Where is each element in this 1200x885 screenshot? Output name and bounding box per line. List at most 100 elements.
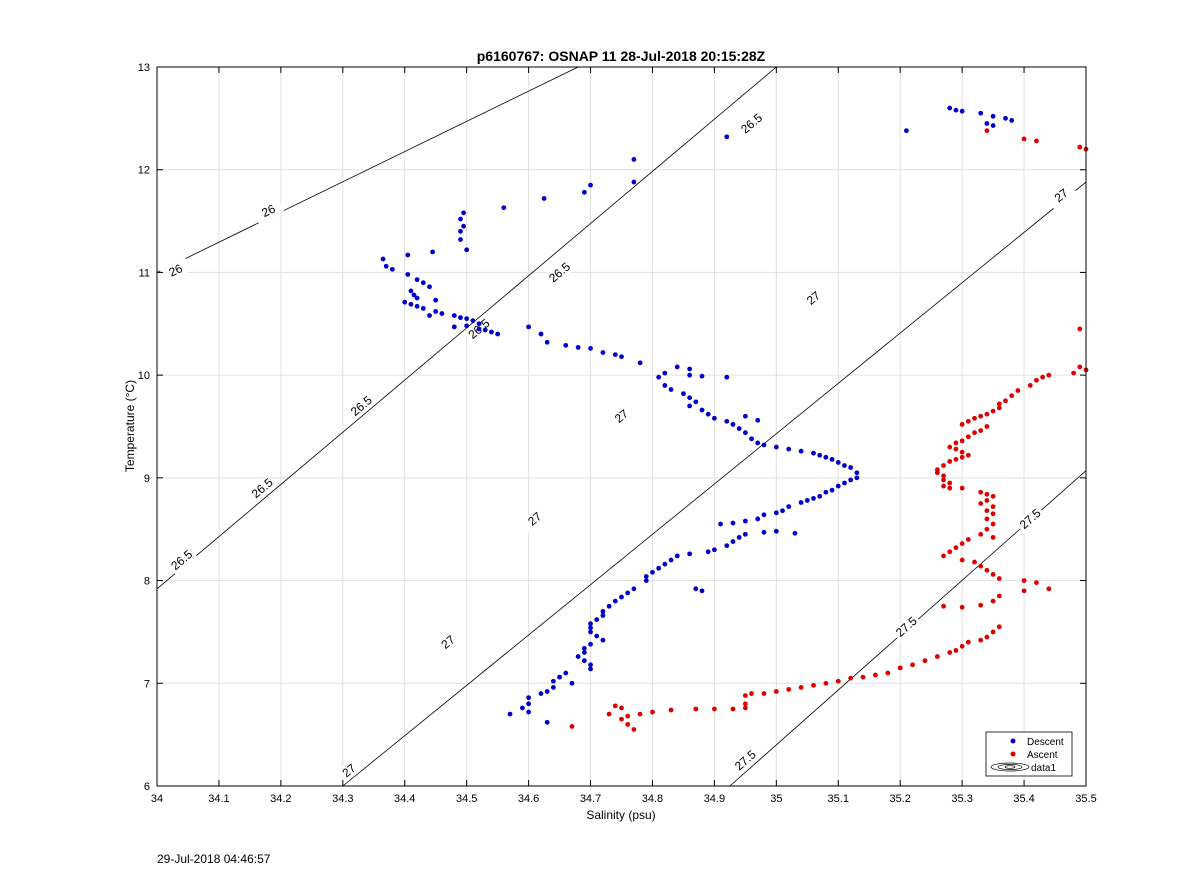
y-tick-label: 12 — [138, 165, 150, 177]
descent-point — [755, 417, 761, 423]
ascent-point — [978, 501, 984, 506]
ascent-point — [990, 572, 996, 577]
descent-point — [507, 711, 513, 717]
descent-point — [411, 292, 417, 298]
descent-point — [718, 521, 723, 527]
contour-label-background — [252, 198, 285, 224]
ascent-point — [941, 483, 946, 489]
descent-point — [699, 407, 705, 413]
descent-point — [724, 374, 730, 380]
ascent-point — [984, 526, 990, 532]
ascent-point — [1071, 370, 1077, 376]
descent-point — [953, 107, 959, 113]
descent-point — [693, 399, 699, 405]
descent-point — [693, 586, 699, 592]
descent-point — [414, 295, 420, 301]
ascent-point — [959, 643, 965, 649]
descent-point — [600, 350, 606, 355]
x-tick-label: 34 — [151, 793, 163, 805]
ascent-point — [996, 624, 1002, 630]
descent-point — [643, 578, 649, 583]
descent-point — [662, 370, 668, 376]
ascent-point — [947, 459, 953, 464]
contour-label-background — [166, 545, 197, 575]
descent-point — [643, 574, 649, 579]
descent-point — [433, 309, 439, 314]
contour-label-background — [333, 756, 365, 785]
descent-point — [724, 543, 730, 549]
ascent-point — [947, 549, 953, 555]
descent-point — [526, 324, 531, 330]
x-axis-ticks: 34 34.1 34.2 34.3 34.4 34.5 34.6 34.7 34.8 34.9 35… — [151, 67, 1097, 805]
ascent-point — [749, 691, 754, 696]
descent-point — [842, 463, 847, 468]
contour-label-background — [247, 473, 278, 503]
descent-point — [405, 272, 411, 277]
x-tick-label: 34.4 — [394, 793, 415, 805]
ascent-point — [984, 516, 990, 522]
descent-point — [687, 395, 693, 401]
y-axis-ticks: 6 7 8 9 10 11 12 13 — [138, 62, 1086, 793]
descent-point — [482, 327, 488, 333]
x-tick-label: 34.2 — [270, 793, 291, 805]
descent-point — [780, 508, 785, 514]
descent-point — [575, 345, 581, 350]
ascent-point — [835, 678, 841, 684]
contour-label-background — [736, 109, 767, 138]
descent-point — [662, 561, 668, 567]
ascent-point — [978, 428, 984, 434]
ascent-point — [742, 705, 748, 711]
ascent-point — [619, 716, 624, 722]
descent-point — [984, 121, 990, 126]
descent-point — [383, 263, 389, 269]
x-tick-label: 35.1 — [828, 793, 849, 805]
descent-point — [581, 189, 587, 195]
descent-point — [990, 123, 996, 128]
descent-point — [581, 658, 587, 664]
ascent-point — [947, 650, 953, 655]
descent-point — [699, 373, 705, 379]
ascent-point — [959, 604, 965, 610]
descent-point — [606, 603, 612, 609]
ascent-point — [668, 707, 674, 713]
ascent-point — [965, 418, 971, 424]
descent-point — [705, 549, 711, 555]
descent-point — [712, 415, 717, 421]
descent-point — [526, 695, 531, 701]
descent-point — [811, 450, 816, 456]
descent-point — [959, 108, 965, 114]
contour-label: 26 — [167, 261, 185, 280]
contour-label-background — [606, 401, 637, 431]
y-tick-label: 13 — [138, 62, 150, 74]
contour-label-background — [346, 391, 377, 421]
ascent-point — [996, 401, 1002, 407]
legend-ascent-marker — [1010, 751, 1016, 757]
descent-point — [414, 303, 420, 309]
ascent-point — [953, 456, 959, 462]
ascent-point — [606, 711, 612, 717]
axes-box — [156, 66, 1087, 787]
descent-point — [817, 493, 823, 499]
contour-line-26 — [156, 66, 579, 273]
ascent-point — [965, 537, 971, 542]
ascent-point — [1021, 136, 1027, 142]
descent-point — [563, 342, 569, 348]
ascent-point — [984, 411, 990, 417]
ascent-point — [848, 675, 854, 681]
descent-point — [742, 531, 748, 537]
descent-point — [656, 565, 662, 571]
x-tick-label: 35.5 — [1075, 793, 1096, 805]
descent-point — [414, 277, 420, 283]
ascent-point — [941, 473, 946, 479]
ascent-point — [978, 637, 984, 643]
descent-point — [835, 460, 841, 465]
ascent-point — [996, 405, 1002, 411]
descent-point — [408, 301, 414, 307]
descent-point — [631, 586, 637, 592]
descent-point — [687, 551, 693, 557]
descent-point — [687, 366, 693, 372]
legend-data1-label: data1 — [1031, 763, 1056, 774]
ascent-point — [1009, 393, 1015, 399]
descent-point — [724, 418, 730, 424]
descent-point — [458, 237, 463, 242]
